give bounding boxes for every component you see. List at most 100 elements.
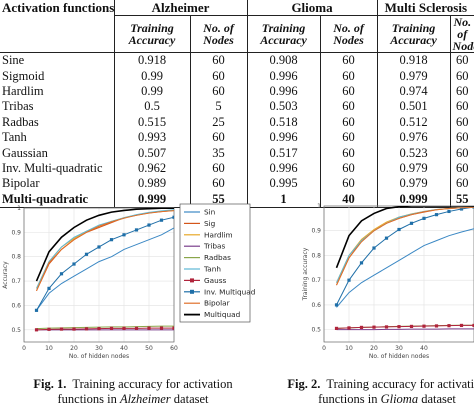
- y-tick-label: 0.7: [11, 278, 21, 285]
- data-point: [397, 227, 401, 232]
- node-count-cell: 5: [189, 99, 248, 115]
- header-multi-sclerosis: Multi Sclerosis: [376, 0, 474, 16]
- data-point: [372, 325, 376, 329]
- legend-label: Sin: [204, 208, 215, 217]
- x-tick-label: 10: [345, 345, 353, 352]
- x-tick-label: 40: [120, 345, 128, 352]
- training-accuracy-cell: 0.517: [246, 145, 321, 161]
- legend-label: Inv. Multiquad: [204, 287, 255, 296]
- figure-1-caption: Fig. 1. Training accuracy for activation…: [8, 377, 258, 407]
- node-count-cell: 60: [449, 52, 474, 69]
- figure-2-caption: Fig. 2. Training accuracy for activation…: [262, 377, 474, 407]
- series-line-sin: [36, 227, 174, 311]
- subheader-no-of-nodes: No. of Nodes: [189, 15, 248, 53]
- node-count-cell: 60: [449, 145, 474, 161]
- legend-label: Tribas: [203, 242, 226, 251]
- node-count-cell: 60: [449, 176, 474, 192]
- y-axis-label: Accuracy: [2, 261, 9, 289]
- activation-function-name: Inv. Multi-quadratic: [2, 160, 103, 175]
- y-axis-label: Training accuracy: [302, 247, 309, 301]
- series-line-tanh: [36, 209, 174, 289]
- legend-label: Radbas: [204, 253, 231, 262]
- data-point: [84, 327, 89, 331]
- table-row: Inv. Multi-quadratic 0.962 60 0.996 60 0.979 6…: [0, 160, 474, 177]
- node-count-cell: 60: [319, 145, 378, 161]
- data-point: [347, 278, 351, 282]
- data-point: [172, 215, 174, 219]
- table-row: Sigmoid 0.99 60 0.996 60 0.979 60: [0, 68, 474, 84]
- node-count-cell: 60: [319, 52, 378, 69]
- training-accuracy-cell: 0.989: [113, 176, 190, 192]
- series-line-sin: [336, 228, 474, 308]
- data-point: [109, 238, 114, 242]
- data-point: [147, 326, 151, 330]
- node-count-cell: 55: [449, 191, 474, 208]
- data-point: [459, 207, 464, 211]
- table-row: Radbas 0.515 25 0.518 60 0.512 60: [0, 114, 474, 130]
- node-count-cell: 60: [189, 83, 248, 100]
- figure-1-text-2: functions in: [57, 392, 120, 406]
- activation-function-name: Radbas: [2, 114, 39, 129]
- activation-function-name: Tanh: [2, 130, 27, 145]
- data-point: [334, 326, 339, 330]
- subheader-training-accuracy: Training Accuracy: [113, 15, 190, 53]
- data-point: [422, 216, 426, 220]
- figure-1-label: Fig. 1.: [33, 377, 67, 391]
- series-line-hardlim: [336, 206, 474, 283]
- data-point: [34, 328, 39, 332]
- table-row: Multi-quadratic 0.999 55 1 40 0.999 55: [0, 191, 474, 208]
- legend-label: Gauss: [204, 276, 227, 285]
- series-line-radbas: [36, 325, 174, 330]
- x-tick-label: 30: [395, 345, 403, 352]
- node-count-cell: 60: [319, 160, 378, 177]
- training-accuracy-cell: 0.99: [113, 68, 190, 84]
- training-accuracy-cell: 0.976: [376, 129, 451, 146]
- node-count-cell: 60: [319, 68, 378, 84]
- data-point: [159, 218, 164, 222]
- node-count-cell: 60: [319, 176, 378, 192]
- training-accuracy-cell: 0.501: [376, 99, 451, 115]
- x-tick-label: 10: [45, 345, 53, 352]
- table-row: Gaussian 0.507 35 0.517 60 0.523 60: [0, 145, 474, 161]
- data-point: [434, 213, 439, 217]
- training-accuracy-cell: 0.99: [113, 83, 190, 100]
- data-point: [122, 233, 126, 237]
- data-point: [47, 327, 51, 331]
- y-tick-label: 0.8: [311, 252, 321, 259]
- node-count-cell: 60: [449, 68, 474, 84]
- data-point: [72, 262, 76, 266]
- data-point: [84, 252, 89, 256]
- series-line-gauss: [36, 327, 174, 331]
- training-accuracy-cell: 0.518: [246, 114, 321, 130]
- figure-2-text: Training accuracy for activation: [326, 377, 474, 391]
- training-accuracy-cell: 0.995: [246, 176, 321, 192]
- node-count-cell: 60: [319, 129, 378, 146]
- node-count-cell: 60: [319, 83, 378, 100]
- data-point: [72, 327, 76, 331]
- y-tick-label: 0.6: [311, 302, 321, 309]
- data-point: [372, 246, 376, 250]
- table-row: Tribas 0.5 5 0.503 60 0.501 60: [0, 99, 474, 115]
- node-count-cell: 60: [319, 99, 378, 115]
- data-point: [409, 324, 414, 329]
- data-point: [384, 236, 389, 240]
- training-accuracy-cell: 0.979: [376, 176, 451, 192]
- series-line-inv-multiquad: [336, 206, 474, 306]
- table-body: Sine 0.918 60 0.908 60 0.918 60 Sigmoid 0.99 60 0.…: [0, 52, 474, 208]
- data-point: [172, 326, 174, 330]
- data-point: [384, 325, 389, 329]
- training-accuracy-cell: 0.918: [113, 52, 190, 69]
- training-accuracy-cell: 0.996: [246, 83, 321, 100]
- y-tick-label: 0.6: [11, 302, 21, 309]
- series-line-gauss: [336, 324, 474, 329]
- series-line-hardlim: [36, 209, 174, 289]
- series-line-inv-multiquad: [36, 216, 174, 311]
- figure-2-label: Fig. 2.: [287, 377, 321, 391]
- data-point: [397, 325, 401, 329]
- data-point: [459, 323, 464, 328]
- training-accuracy-cell: 0.996: [246, 160, 321, 177]
- figure-2-dataset: Glioma: [380, 392, 419, 406]
- x-tick-label: 30: [95, 345, 103, 352]
- node-count-cell: 60: [189, 68, 248, 84]
